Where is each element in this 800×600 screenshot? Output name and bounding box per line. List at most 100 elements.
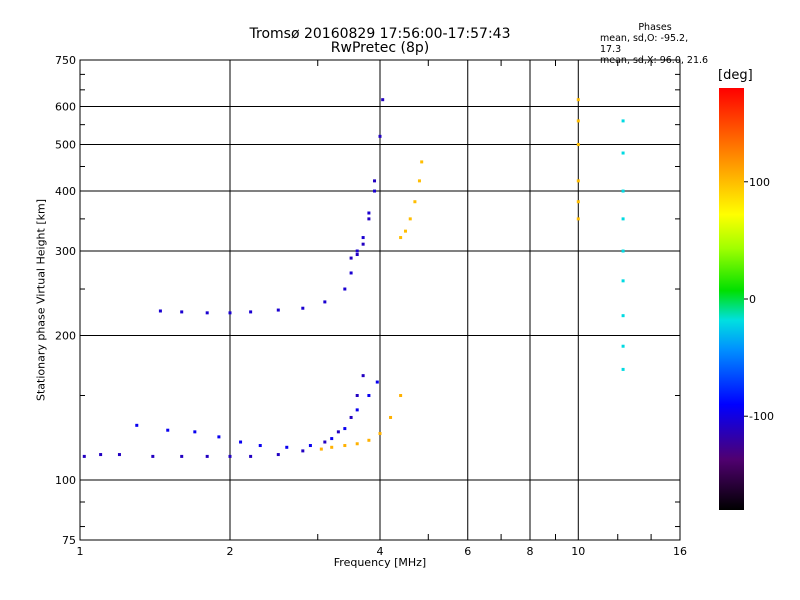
data-point [180, 310, 184, 314]
data-point [576, 98, 580, 102]
data-point [621, 314, 625, 318]
data-point [285, 445, 289, 449]
data-point [375, 380, 379, 384]
data-point [378, 432, 382, 436]
data-point [228, 311, 232, 315]
data-point [343, 287, 347, 291]
y-tick-label: 400 [55, 185, 76, 198]
data-point [355, 394, 359, 398]
data-point [249, 454, 253, 458]
data-point [378, 134, 382, 138]
data-point [249, 310, 253, 314]
data-point [621, 367, 625, 371]
data-point [621, 151, 625, 155]
data-point [389, 415, 393, 419]
data-point [355, 408, 359, 412]
data-point [576, 179, 580, 183]
x-tick-label: 2 [227, 545, 234, 558]
axes: 1 2 4 6 8 10 16 75 100 200 300 400 500 600 750 [55, 54, 687, 558]
data-point [343, 444, 347, 448]
y-tick-label: 75 [62, 534, 76, 547]
data-point [408, 217, 412, 221]
data-point [621, 189, 625, 193]
x-axis-label: Frequency [MHz] [333, 556, 427, 569]
data-point [367, 211, 371, 215]
data-point [323, 440, 327, 444]
data-point [361, 242, 365, 246]
data-point [373, 179, 377, 183]
data-point [361, 374, 365, 378]
colorbar-tick-label: -100 [749, 410, 774, 423]
data-point [343, 427, 347, 431]
x-tick-label: 1 [77, 545, 84, 558]
y-axis-label: Stationary phase Virtual Height [km] [34, 198, 48, 402]
data-point [151, 454, 155, 458]
data-point [373, 189, 377, 193]
colorbar-unit: [deg] [718, 68, 753, 83]
data-point [367, 438, 371, 442]
data-point [349, 271, 353, 275]
data-point [349, 415, 353, 419]
data-point [355, 253, 359, 257]
x-tick-label: 10 [571, 545, 585, 558]
data-point [276, 453, 280, 457]
data-point [621, 249, 625, 253]
data-point [576, 143, 580, 147]
data-point [308, 444, 312, 448]
data-point [403, 229, 407, 233]
y-tick-label: 200 [55, 330, 76, 343]
data-point [135, 423, 139, 427]
x-tick-label: 4 [377, 545, 384, 558]
data-point [205, 311, 209, 315]
y-tick-label: 300 [55, 245, 76, 258]
data-point [399, 394, 403, 398]
data-point [166, 428, 170, 432]
data-point [117, 453, 121, 457]
data-point [621, 279, 625, 283]
data-point [330, 445, 334, 449]
data-point [399, 236, 403, 240]
data-point [413, 200, 417, 204]
data-point [336, 430, 340, 434]
y-tick-label: 100 [55, 474, 76, 487]
y-tick-label: 600 [55, 101, 76, 114]
phase-stats-o: mean, sd,O: -95.2, 17.3 [600, 33, 689, 55]
data-point [330, 437, 334, 441]
data-points [82, 98, 625, 458]
data-point [82, 454, 86, 458]
colorbar-gradient [719, 88, 744, 510]
data-point [239, 440, 243, 444]
data-point [621, 119, 625, 123]
y-tick-label: 500 [55, 139, 76, 152]
y-tick-label: 750 [55, 54, 76, 67]
data-point [355, 249, 359, 253]
data-point [361, 236, 365, 240]
data-point [193, 430, 197, 434]
data-point [228, 454, 232, 458]
data-point [158, 309, 162, 313]
colorbar: 100 0 -100 [719, 88, 774, 510]
data-point [301, 306, 305, 310]
grid-lines [80, 60, 680, 540]
plot-frame [79, 59, 681, 541]
data-point [576, 119, 580, 123]
data-point [205, 454, 209, 458]
data-point [323, 300, 327, 304]
x-tick-label: 16 [673, 545, 687, 558]
data-point [420, 160, 424, 164]
data-point [319, 447, 323, 451]
x-tick-label: 8 [527, 545, 534, 558]
data-point [367, 394, 371, 398]
data-point [99, 453, 103, 457]
data-point [621, 344, 625, 348]
data-point [621, 217, 625, 221]
chart-subtitle: RwPretec (8p) [330, 40, 430, 56]
chart-title: Tromsø 20160829 17:56:00-17:57:43 [249, 26, 511, 42]
data-point [258, 444, 262, 448]
data-point [349, 256, 353, 260]
data-point [576, 200, 580, 204]
data-point [417, 179, 421, 183]
colorbar-tick-label: 0 [749, 293, 756, 306]
data-point [301, 449, 305, 453]
